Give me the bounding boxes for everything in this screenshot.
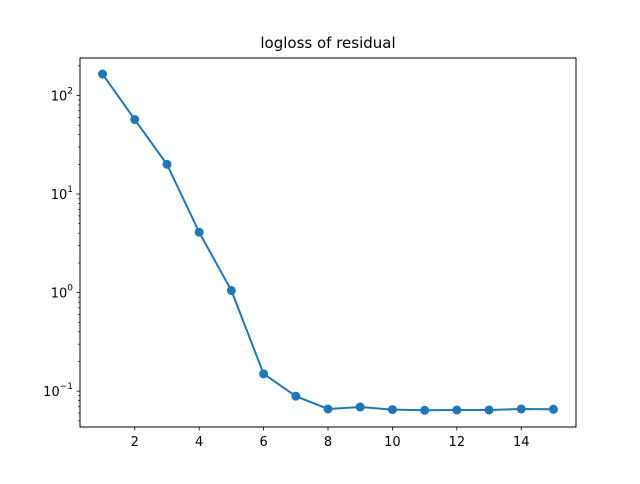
data-point xyxy=(420,405,430,415)
data-point xyxy=(162,159,172,169)
data-point xyxy=(98,69,108,79)
data-point xyxy=(484,405,494,415)
y-tick-label-base: 10 xyxy=(51,287,68,302)
y-tick-label: 100 xyxy=(51,284,74,302)
y-tick-label-base: 10 xyxy=(43,385,60,400)
x-axis-ticks: 2 4 6 8 10 12 14 xyxy=(131,427,530,450)
axes-frame xyxy=(79,57,577,428)
y-tick-label-exponent: 2 xyxy=(67,86,73,96)
y-tick-label-base: 10 xyxy=(51,89,68,104)
data-point xyxy=(291,391,301,401)
data-point xyxy=(387,405,397,415)
data-point xyxy=(516,404,526,414)
x-tick-label: 4 xyxy=(195,435,203,450)
y-tick-label-exponent: −1 xyxy=(60,382,73,392)
data-point xyxy=(548,404,558,414)
x-tick-label: 2 xyxy=(131,435,139,450)
data-point xyxy=(259,369,269,379)
data-point xyxy=(194,227,204,237)
data-point xyxy=(452,405,462,415)
x-tick-label: 10 xyxy=(384,435,401,450)
data-point xyxy=(355,402,365,412)
x-tick-label: 8 xyxy=(324,435,332,450)
y-tick-label: 101 xyxy=(51,185,73,203)
data-point xyxy=(130,115,140,125)
y-tick-label-exponent: 1 xyxy=(67,185,73,195)
data-point xyxy=(323,404,333,414)
x-tick-label: 12 xyxy=(449,435,466,450)
y-tick-label-exponent: 0 xyxy=(67,284,73,294)
y-tick-label: 10−1 xyxy=(43,382,73,400)
x-tick-label: 6 xyxy=(259,435,267,450)
chart-title: logloss of residual xyxy=(260,34,395,52)
y-tick-label-base: 10 xyxy=(51,188,68,203)
y-tick-label: 102 xyxy=(51,86,73,104)
data-point xyxy=(226,286,236,296)
series-0 xyxy=(98,69,558,415)
x-tick-label: 14 xyxy=(513,435,530,450)
